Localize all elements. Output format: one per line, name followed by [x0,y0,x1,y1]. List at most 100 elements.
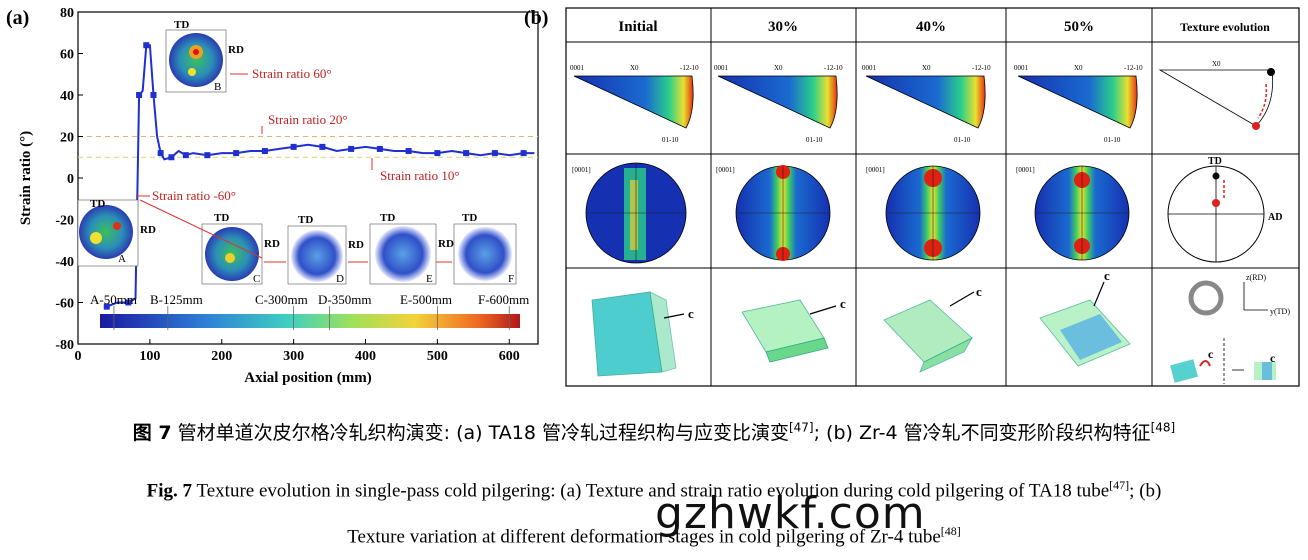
panel-b-label: (b) [524,7,548,29]
pf-F-td: TD [462,212,477,224]
data-point [233,150,240,157]
data-point [319,143,326,150]
annotation-srm60: Strain ratio -60° [152,188,236,203]
caption-en-line2: Texture variation at different deformati… [0,524,1308,548]
strain-ratio-points [103,42,527,310]
data-point [103,303,110,310]
svg-text:TD: TD [1208,156,1222,167]
svg-text:0001: 0001 [570,64,585,72]
data-point [520,150,527,157]
svg-text:X0: X0 [774,64,783,72]
pf-inset-E: E TD RD [369,212,454,285]
data-point [434,150,441,157]
tube-strip [100,314,520,328]
caption-cn-text: 管材单道次皮尔格冷轧织构演变: (a) TA18 管冷轧过程织构与应变比演变 [177,422,789,444]
y-axis-label: Strain ratio (°) [18,131,34,225]
y-tick-label: -40 [55,255,74,270]
caption-en-text1: Texture evolution in single-pass cold pi… [196,480,1110,502]
pf-E-rd: RD [438,238,454,250]
stage-F: F-600mm [478,292,529,307]
pf-letter-F: F [508,273,514,285]
cell-30: c [741,296,846,363]
caption-cn-ref1: [47] [788,420,814,435]
panel-b: (b) Initial 30% 40% 50% Texture evolutio… [524,7,1300,387]
pf-letter-C: C [253,273,260,285]
caption-en-fig: Fig. 7 [146,480,193,502]
svg-text:c: c [840,296,846,311]
stage-E: E-500mm [400,292,452,307]
data-point [491,150,498,157]
x-axis-label: Axial position (mm) [244,370,372,386]
ipf-initial: 0001 X0 -12-10 01-10 [570,64,699,144]
pf-inset-A: A TD RD [77,198,156,267]
y-ticks: 80 60 40 20 0 -20 -40 -60 -80 [55,6,83,353]
svg-text:01-10: 01-10 [806,136,823,144]
svg-text:[0001]: [0001] [1016,166,1035,174]
pf-B-td: TD [174,19,189,31]
svg-text:-12-10: -12-10 [680,64,699,72]
annotation-sr10: Strain ratio 10° [380,168,460,183]
svg-text:X0: X0 [1074,64,1083,72]
pf-A-td: TD [90,198,105,210]
plot-frame [77,11,539,345]
watermark: gzhwkf.com [655,488,926,539]
pf-letter-A: A [118,253,126,265]
x-tick-label: 200 [211,349,232,364]
svg-text:X0: X0 [922,64,931,72]
x-tick-label: 500 [427,349,448,364]
cell-evolution: z(RD) y(TD) c c [1170,273,1290,384]
data-point [150,92,157,98]
data-point [182,152,189,159]
svg-text:c: c [1270,351,1276,365]
data-point [204,152,211,159]
header-initial: Initial [618,19,657,35]
data-point [376,145,383,152]
y-tick-label: -60 [55,297,74,312]
x-tick-label: 0 [75,349,82,364]
cell-initial: c [591,291,694,377]
svg-text:01-10: 01-10 [954,136,971,144]
data-point [136,92,143,98]
data-point [261,148,268,155]
stage-D: D-350mm [318,292,371,307]
data-point [290,143,297,150]
cell-row: c c c c [591,268,1290,384]
annotation-arrows [136,73,452,263]
x-tick-label: 600 [499,349,520,364]
svg-text:[0001]: [0001] [866,166,885,174]
stage-B: B-125mm [150,292,203,307]
data-point [157,150,164,157]
stage-markers [113,306,510,330]
y-tick-label: 40 [60,89,74,104]
ipf-30: 0001 X0 -12-10 01-10 [714,64,843,144]
pf-letter-B: B [214,81,221,93]
svg-text:[0001]: [0001] [716,166,735,174]
data-point [125,299,132,306]
panel-a-label: (a) [6,7,29,29]
data-point [143,42,150,49]
svg-text:0001: 0001 [714,64,729,72]
svg-text:c: c [688,306,694,321]
x-tick-label: 400 [355,349,376,364]
svg-text:-12-10: -12-10 [824,64,843,72]
stage-C: C-300mm [255,292,308,307]
pf-D-rd: RD [348,239,364,251]
svg-text:-12-10: -12-10 [972,64,991,72]
pf-inset-C: C TD RD [201,212,280,285]
pf-row: [0001] [0001] [0001] [0001] [572,156,1282,264]
y-tick-label: 60 [60,48,74,63]
svg-text:0001: 0001 [1014,64,1029,72]
svg-text:z(RD): z(RD) [1246,273,1266,282]
svg-text:X0: X0 [630,64,639,72]
svg-text:01-10: 01-10 [662,136,679,144]
data-point [405,148,412,155]
svg-text:0001: 0001 [862,64,877,72]
y-tick-label: -20 [55,214,74,229]
header-50: 50% [1064,19,1094,35]
pf-D-td: TD [298,214,313,226]
ipf-row: 0001 X0 -12-10 01-10 0001 X0 -12-10 01-1… [570,60,1275,144]
pf-C-rd: RD [264,238,280,250]
cell-50: c [1039,268,1131,367]
